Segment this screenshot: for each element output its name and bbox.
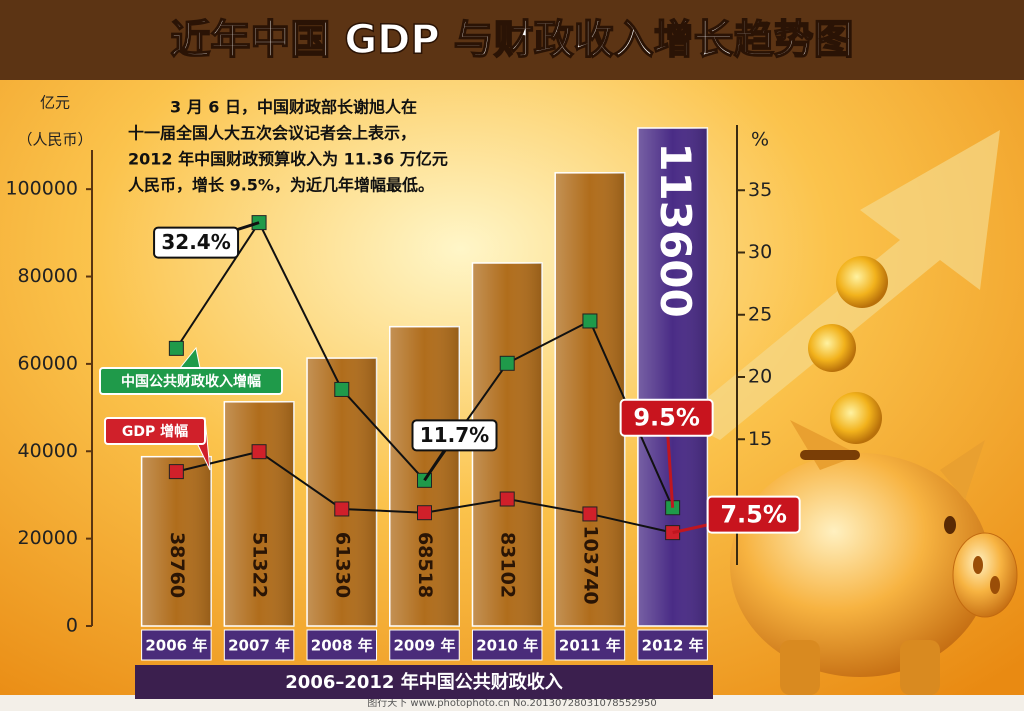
annotation: 3 月 6 日，中国财政部长谢旭人在 十一届全国人大五次会议记者会上表示， 20… (128, 98, 448, 195)
legend-label: GDP 增幅 (122, 423, 188, 440)
y-axis-label: （人民币） (17, 131, 92, 149)
bar-sheen (555, 172, 625, 626)
y2-tick-label: 35 (748, 179, 772, 201)
legend-box (99, 367, 283, 395)
arrow-decoration (680, 130, 1000, 440)
x-tick-box (471, 629, 543, 661)
x-tick-box (389, 629, 460, 661)
value-label: 11.7% (420, 423, 489, 447)
bar-value-label: 113600 (651, 142, 700, 317)
x-tick-box (223, 629, 295, 661)
y2-axis-label: % (751, 129, 769, 151)
value-label: 9.5% (633, 404, 700, 432)
series-marker (168, 340, 184, 356)
y-tick-label: 0 (66, 615, 78, 637)
x-tick-box (637, 629, 708, 661)
y-tick-label: 20000 (18, 527, 78, 549)
x-tick-label: 2010 年 (476, 637, 538, 655)
y-tick-label: 100000 (5, 178, 78, 200)
series-marker (499, 491, 515, 507)
series-marker (251, 444, 267, 460)
series-marker (168, 464, 184, 480)
bar-value-label: 68518 (414, 532, 436, 598)
bar-sheen (141, 456, 212, 626)
x-tick-label: 2011 年 (559, 637, 621, 655)
x-tick-box (554, 629, 626, 661)
x-axis-title: 2006–2012 年中国公共财政收入 (285, 671, 562, 693)
y-axis-label: 亿元 (40, 94, 70, 112)
annotation-line: 3 月 6 日，中国财政部长谢旭人在 (170, 98, 417, 117)
y2-tick-label: 20 (748, 366, 772, 388)
x-tick-label: 2008 年 (311, 637, 373, 655)
bar-value-label: 83102 (497, 532, 519, 598)
series-marker (582, 506, 598, 522)
x-tick-label: 2007 年 (228, 637, 290, 655)
x-tick-box (306, 629, 378, 661)
callout-box (706, 495, 801, 534)
y2-tick-label: 30 (748, 241, 772, 263)
callout-box (411, 419, 498, 452)
bar-value-label: 38760 (166, 532, 188, 598)
y2-tick-label: 15 (748, 428, 772, 450)
bar-value-label: 103740 (579, 525, 601, 604)
title-band (0, 0, 1024, 80)
x-tick-label: 2009 年 (394, 637, 456, 655)
plot: 0 20000 40000 60000 80000 100000 15 20 25 30 35 387… (5, 127, 801, 661)
annotation-line: 十一届全国人大五次会议记者会上表示， (128, 124, 416, 143)
series-marker (582, 313, 598, 329)
x-tick-label: 2006 年 (145, 637, 207, 655)
legend-label: 中国公共财政收入增幅 (121, 373, 261, 390)
y-tick-label: 60000 (18, 352, 78, 374)
value-label: 32.4% (161, 230, 230, 254)
x-tick-label: 2012 年 (642, 637, 704, 655)
callout-box (619, 398, 714, 437)
series-marker (334, 381, 350, 397)
y-tick-label: 80000 (18, 265, 78, 287)
watermark: 图行天下 www.photophoto.cn No.20130728031078… (367, 696, 657, 709)
callout-box (153, 226, 240, 259)
series-marker (334, 501, 350, 517)
bar-value-label: 61330 (331, 532, 353, 598)
bar-sheen (224, 401, 294, 626)
value-label: 7.5% (720, 501, 787, 529)
y-tick-label: 40000 (18, 440, 78, 462)
bar-sheen (637, 128, 708, 626)
chart-title: 近年中国 GDP 与财政收入增长趋势图 (170, 17, 853, 63)
series-marker (499, 355, 515, 371)
annotation-line: 人民币，增长 9.5%，为近几年增幅最低。 (128, 176, 434, 195)
legend-box (104, 417, 206, 445)
annotation-line: 2012 年中国财政预算收入为 11.36 万亿元 (128, 150, 448, 169)
y2-tick-label: 25 (748, 303, 772, 325)
series-marker (417, 505, 432, 521)
x-tick-box (141, 629, 212, 661)
x-axis-title-band (135, 665, 713, 699)
bar-value-label: 51322 (249, 532, 271, 598)
